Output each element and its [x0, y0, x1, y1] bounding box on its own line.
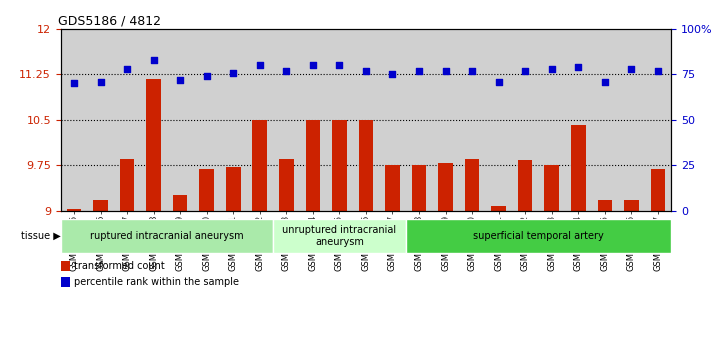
Point [281, 68, 292, 74]
Point [307, 62, 318, 68]
Point [520, 68, 531, 74]
Point [493, 79, 504, 85]
Bar [246, 29, 273, 211]
Point [387, 72, 398, 77]
Bar [114, 29, 141, 211]
Bar [61, 219, 273, 253]
Point [148, 57, 159, 63]
Bar [306, 120, 320, 211]
Bar [650, 170, 665, 211]
Point [546, 66, 558, 72]
Bar [379, 29, 406, 211]
Text: percentile rank within the sample: percentile rank within the sample [74, 277, 238, 287]
Bar [273, 29, 300, 211]
Bar [353, 29, 379, 211]
Bar [432, 29, 459, 211]
Bar [61, 29, 87, 211]
Bar [406, 29, 432, 211]
Bar [326, 29, 353, 211]
Point [413, 68, 425, 74]
Text: GDS5186 / 4812: GDS5186 / 4812 [58, 15, 161, 28]
Point [573, 64, 584, 70]
Bar [618, 29, 645, 211]
Point [360, 68, 371, 74]
Point [440, 68, 451, 74]
Bar [66, 209, 81, 211]
Bar [358, 120, 373, 211]
Bar [512, 29, 538, 211]
Bar [61, 277, 70, 287]
Bar [459, 29, 486, 211]
Bar [544, 165, 559, 211]
Bar [438, 163, 453, 211]
Bar [279, 159, 293, 211]
Bar [465, 159, 479, 211]
Bar [598, 200, 612, 211]
Bar [624, 200, 638, 211]
Point [95, 79, 106, 85]
Point [201, 73, 212, 79]
Point [625, 66, 637, 72]
Bar [538, 29, 565, 211]
Text: transformed count: transformed count [74, 261, 164, 271]
Bar [220, 29, 246, 211]
Text: tissue ▶: tissue ▶ [21, 231, 61, 241]
Bar [591, 29, 618, 211]
Text: unruptured intracranial
aneurysm: unruptured intracranial aneurysm [282, 225, 396, 247]
Bar [332, 120, 347, 211]
Bar [94, 200, 108, 211]
Bar [300, 29, 326, 211]
Bar [61, 261, 70, 271]
Bar [87, 29, 114, 211]
Bar [491, 206, 506, 211]
Bar [385, 165, 400, 211]
Point [121, 66, 133, 72]
Bar [173, 195, 188, 211]
Bar [253, 120, 267, 211]
Bar [518, 160, 533, 211]
Bar [193, 29, 220, 211]
Point [228, 70, 239, 76]
Bar [199, 170, 214, 211]
Point [466, 68, 478, 74]
Point [254, 62, 266, 68]
Bar [141, 29, 167, 211]
Bar [273, 219, 406, 253]
Bar [565, 29, 591, 211]
Point [333, 62, 345, 68]
Point [599, 79, 610, 85]
Point [174, 77, 186, 83]
Bar [406, 219, 671, 253]
Point [69, 81, 80, 86]
Bar [412, 165, 426, 211]
Bar [226, 167, 241, 211]
Bar [645, 29, 671, 211]
Bar [146, 79, 161, 211]
Bar [571, 125, 585, 211]
Point [652, 68, 663, 74]
Text: ruptured intracranial aneurysm: ruptured intracranial aneurysm [90, 231, 243, 241]
Bar [167, 29, 193, 211]
Text: superficial temporal artery: superficial temporal artery [473, 231, 604, 241]
Bar [486, 29, 512, 211]
Bar [120, 159, 134, 211]
